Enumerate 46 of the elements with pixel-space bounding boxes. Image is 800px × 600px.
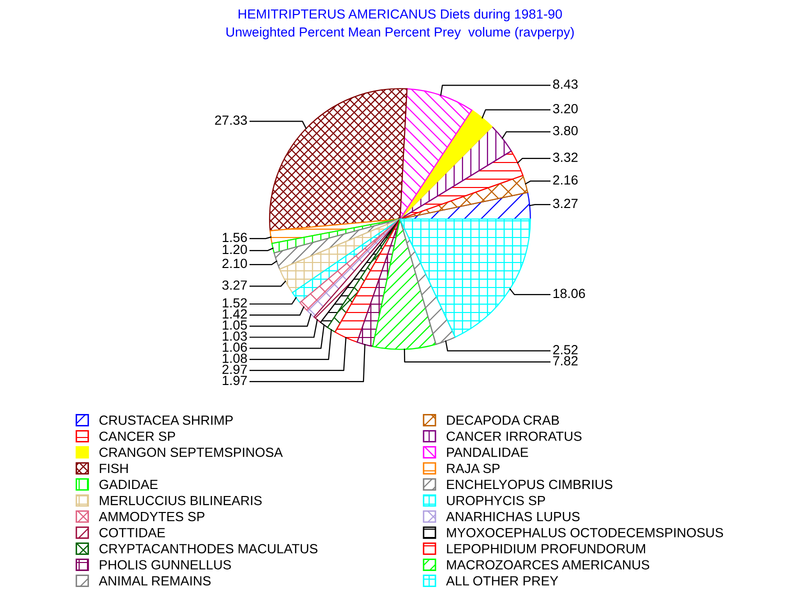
legend-label: PHOLIS GUNNELLUS <box>100 560 231 570</box>
data-label: 1.03 <box>222 331 247 341</box>
data-label: 3.80 <box>553 126 578 136</box>
legend-label: ALL OTHER PREY <box>446 576 558 586</box>
data-label: 3.32 <box>553 152 578 162</box>
legend-label: CRUSTACEA SHRIMP <box>99 416 233 425</box>
data-label: 3.20 <box>553 104 578 114</box>
data-label: 7.82 <box>553 356 578 366</box>
data-label: 2.16 <box>553 175 578 185</box>
data-label: 27.33 <box>215 115 247 125</box>
legend-label: RAJA SP <box>447 464 500 474</box>
legend-label: AMMODYTES SP <box>98 512 204 522</box>
data-label: 1.06 <box>222 342 247 352</box>
legend-label: GADIDAE <box>99 480 158 490</box>
data-label: 1.52 <box>222 298 247 308</box>
legend-label: COTTIDAE <box>99 528 165 538</box>
legend-label: ANARHICHAS LUPUS <box>446 512 580 522</box>
legend-label: MYOXOCEPHALUS OCTODECEMSPINOSUS <box>447 528 724 538</box>
data-label: 1.56 <box>222 232 247 242</box>
legend-label: UROPHYCIS SP <box>447 496 546 506</box>
legend-label: CRANGON SEPTEMSPINOSA <box>99 448 283 458</box>
legend-label: ENCHELYOPUS CIMBRIUS <box>447 480 612 490</box>
legend-label: MERLUCCIUS BILINEARIS <box>100 496 262 506</box>
data-label: 1.05 <box>222 320 247 330</box>
data-label: 1.97 <box>222 376 247 386</box>
data-label: 8.43 <box>553 79 578 89</box>
data-label: 1.42 <box>222 309 247 318</box>
legend-label: CRYPTACANTHODES MACULATUS <box>99 544 318 554</box>
data-label: 2.10 <box>222 258 247 268</box>
data-label: 2.97 <box>222 364 247 374</box>
legend-label: CANCER IRRORATUS <box>446 432 582 441</box>
data-label: 18.06 <box>554 288 585 298</box>
legend-label: LEPOPHIDIUM PROFUNDORUM <box>447 544 646 554</box>
legend-label: FISH <box>100 464 128 474</box>
data-label: 1.08 <box>222 354 247 363</box>
legend-label: PANDALIDAE <box>447 448 528 457</box>
data-label: 2.52 <box>553 345 578 354</box>
chart-subtitle: Unweighted Percent Mean Percent Prey volume (ravperpy) <box>226 27 574 40</box>
legend-label: MACROZOARCES AMERICANUS <box>447 560 650 570</box>
data-label: 1.20 <box>222 244 247 254</box>
legend-label: DECAPODA CRAB <box>447 416 559 425</box>
data-label: 3.27 <box>553 198 578 208</box>
legend-label: CANCER SP <box>99 432 176 441</box>
legend-label: ANIMAL REMAINS <box>98 576 211 586</box>
chart-title: HEMITRIPTERUS AMERICANUS Diets during 1981-90 <box>238 9 562 22</box>
data-label: 3.27 <box>222 280 247 290</box>
